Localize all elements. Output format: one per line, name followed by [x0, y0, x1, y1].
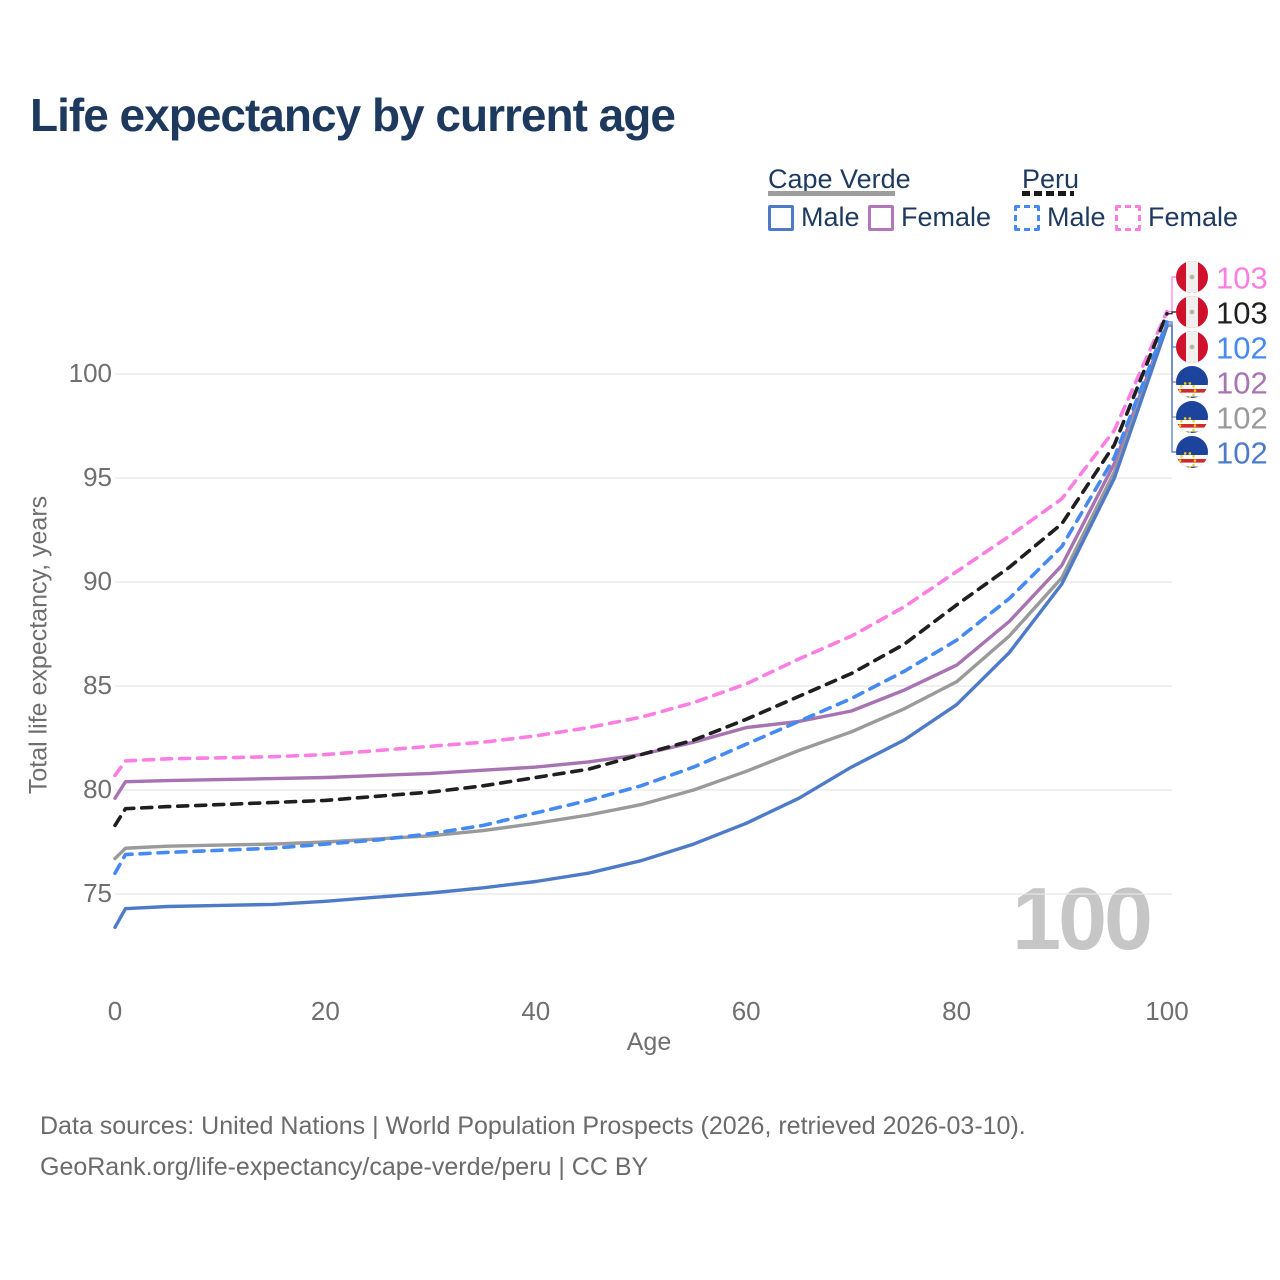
y-tick-95: 95	[83, 462, 112, 492]
legend-label: Male	[801, 202, 860, 232]
end-label-value: 102	[1216, 331, 1268, 366]
flag-peru-icon	[1176, 331, 1208, 363]
flag-cape-verde-icon	[1176, 401, 1208, 433]
data-sources-note: Data sources: United Nations | World Pop…	[40, 1112, 1026, 1140]
legend-swatch-cape-verde-male	[768, 204, 794, 231]
series-line-cape-verde-male	[113, 324, 1169, 929]
x-tick-80: 80	[942, 996, 972, 1026]
x-tick-40: 40	[521, 996, 551, 1026]
series-line-peru-both-sexes	[113, 311, 1169, 828]
y-tick-75: 75	[83, 878, 112, 908]
page-title: Life expectancy by current age	[30, 89, 676, 141]
series-line-peru-male	[113, 320, 1169, 875]
end-label-leader	[1168, 311, 1176, 315]
end-label-value: 102	[1216, 436, 1268, 471]
legend-key-line-cape-verde	[768, 191, 895, 196]
y-tick-100: 100	[68, 358, 112, 388]
flag-peru-icon	[1176, 261, 1208, 293]
x-axis-title: Age	[626, 1028, 672, 1056]
legend-swatch-peru-male	[1014, 204, 1040, 231]
legend-key-line-peru	[1022, 191, 1074, 196]
x-tick-60: 60	[731, 996, 761, 1026]
series-line-peru-female	[113, 309, 1169, 778]
legend-swatch-cape-verde-female	[868, 204, 894, 231]
x-tick-20: 20	[310, 996, 340, 1026]
end-label-leader	[1168, 325, 1176, 453]
flag-cape-verde-icon	[1176, 436, 1208, 468]
legend-country-peru: Peru	[1022, 164, 1080, 194]
end-label-value: 103	[1216, 296, 1268, 331]
legend-label: Male	[1047, 202, 1106, 232]
y-tick-90: 90	[83, 566, 112, 596]
end-label-value: 102	[1216, 401, 1268, 436]
end-label-value: 102	[1216, 366, 1268, 401]
legend-item-cape-verde-male[interactable]: Male	[768, 204, 860, 231]
legend-item-peru-male[interactable]: Male	[1014, 204, 1106, 231]
series-line-cape-verde-female	[113, 322, 1169, 800]
legend-item-cape-verde-female[interactable]: Female	[868, 204, 991, 231]
current-age-watermark: 100	[1012, 869, 1153, 968]
legend-swatch-peru-female	[1115, 204, 1141, 231]
legend-label: Female	[1148, 202, 1239, 232]
georank-attribution-link[interactable]: GeoRank.org/life-expectancy/cape-verde/p…	[40, 1153, 649, 1181]
legend-country-cape-verde: Cape Verde	[768, 164, 911, 194]
x-tick-100: 100	[1145, 996, 1189, 1026]
end-label-leader	[1168, 276, 1176, 313]
flag-cape-verde-icon	[1176, 366, 1208, 398]
legend-item-peru-female[interactable]: Female	[1115, 204, 1238, 231]
legend-label: Female	[901, 202, 992, 232]
y-tick-80: 80	[83, 774, 112, 804]
end-label-value: 103	[1216, 261, 1268, 296]
flag-peru-icon	[1176, 296, 1208, 328]
x-tick-0: 0	[107, 996, 123, 1026]
series-line-cape-verde-both-sexes	[113, 323, 1169, 861]
y-tick-85: 85	[83, 670, 112, 700]
